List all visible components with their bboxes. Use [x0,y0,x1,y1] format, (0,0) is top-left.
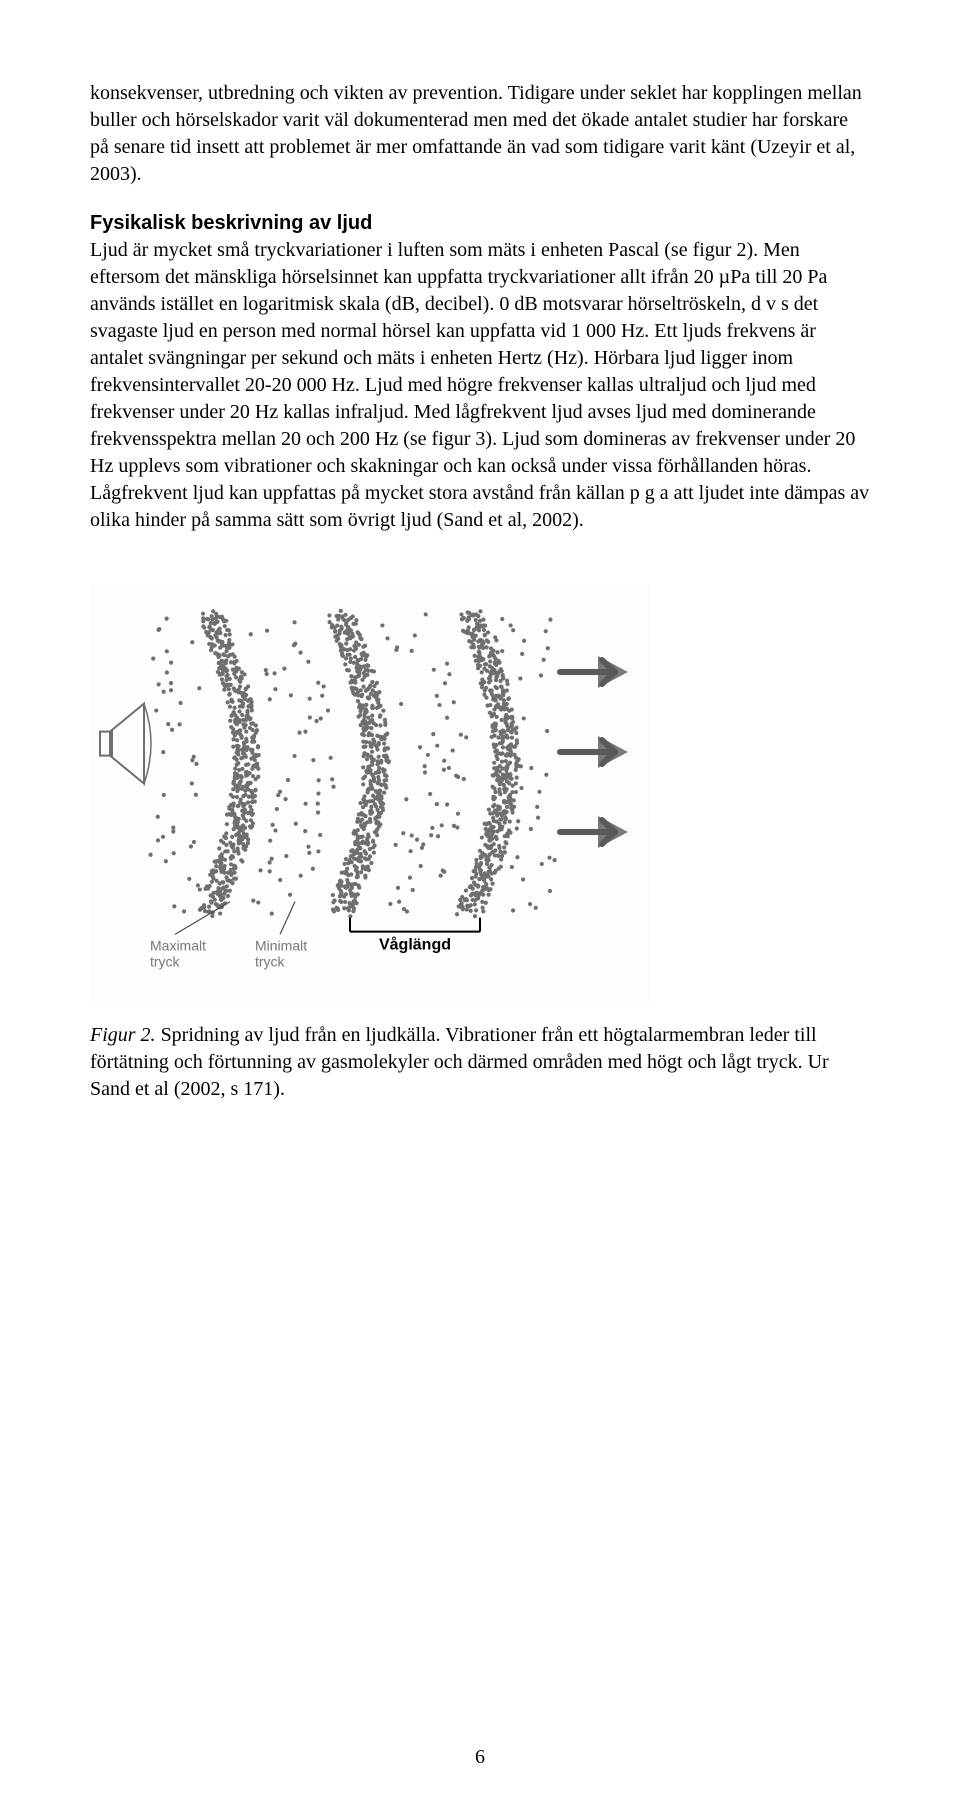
page: konsekvenser, utbredning och vikten av p… [0,0,960,1799]
figure: MaximalttryckMinimalttryckVåglängd [90,584,870,1004]
figure-caption: Figur 2. Spridning av ljud från en ljudk… [90,1022,870,1103]
svg-text:tryck: tryck [150,953,181,969]
section-body: Ljud är mycket små tryckvariationer i lu… [90,237,870,534]
page-number: 6 [0,1746,960,1769]
svg-text:Maximalt: Maximalt [150,937,206,953]
figure-caption-text: Spridning av ljud från en ljudkälla. Vib… [90,1024,829,1100]
section: Fysikalisk beskrivning av ljud Ljud är m… [90,212,870,534]
svg-text:tryck: tryck [255,953,286,969]
top-fragment-paragraph: konsekvenser, utbredning och vikten av p… [90,80,870,188]
svg-text:Minimalt: Minimalt [255,937,307,953]
svg-text:Våglängd: Våglängd [379,936,451,954]
sound-wave-diagram: MaximalttryckMinimalttryckVåglängd [90,584,650,1004]
figure-caption-label: Figur 2. [90,1024,156,1046]
section-heading: Fysikalisk beskrivning av ljud [90,212,870,235]
